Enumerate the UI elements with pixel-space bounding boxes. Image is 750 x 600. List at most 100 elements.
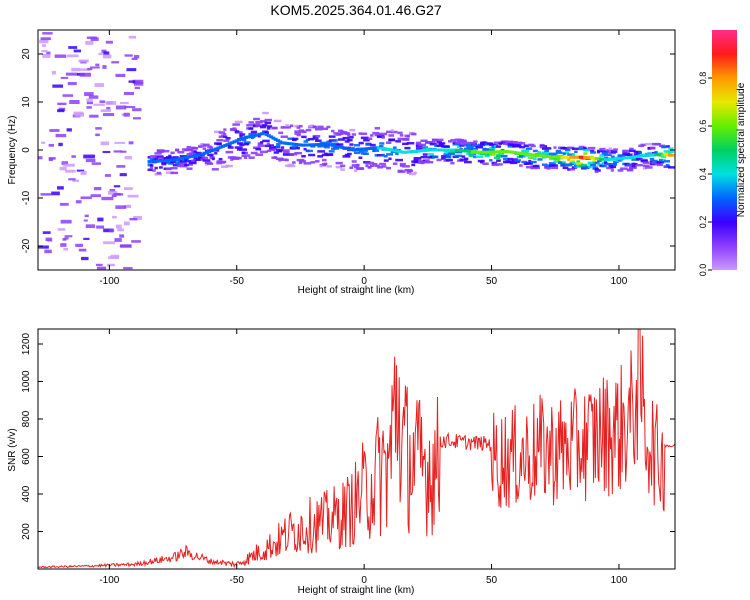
spectrogram-core-cell (257, 132, 262, 136)
spectrogram-cell (668, 166, 675, 169)
spectrogram-cell (303, 130, 307, 133)
spectrogram-core-cell (583, 155, 588, 159)
spectrogram-core-cell (571, 155, 576, 159)
spectrogram-cell (273, 119, 282, 123)
spectrogram-cell (165, 171, 174, 174)
spectrogram-cell (507, 157, 513, 161)
spectrogram-core-cell (574, 155, 579, 159)
spectrogram-cell (257, 124, 265, 127)
spectrogram-cell (147, 156, 151, 159)
spectrogram-core-cell (370, 146, 375, 150)
spectrogram-cell (379, 162, 386, 166)
spectrogram-cell (314, 160, 320, 163)
spectrogram-core-cell (599, 157, 604, 161)
spectrogram-cell (241, 154, 245, 158)
spectrogram-cell (454, 154, 463, 158)
spectrogram-core-cell (509, 150, 514, 154)
spectrogram-cell (622, 149, 630, 153)
colorbar-tick-label: 0.4 (698, 168, 708, 181)
spectrogram-cell (441, 157, 446, 160)
spectrogram-core-cell (296, 143, 301, 147)
spectrogram-core-cell (239, 137, 244, 141)
spectrogram-noise-cell (81, 256, 89, 261)
spectrogram-cell (282, 153, 288, 156)
spectrogram-cell (464, 160, 472, 164)
spectrogram-cell (363, 138, 370, 142)
spectrogram-cell (200, 142, 204, 146)
spectrogram-cell (546, 167, 551, 170)
spectrogram-cell (408, 172, 416, 176)
spectrogram-core-cell (253, 133, 258, 137)
spectrogram-cell (626, 163, 631, 166)
spectrogram-cell (415, 141, 422, 145)
spectrogram-core-cell (372, 146, 377, 150)
spectrogram-cell (592, 161, 597, 165)
snr-series-line (38, 329, 675, 569)
spectrogram-core-cell (156, 159, 161, 163)
spectrogram-noise-cell (41, 44, 46, 47)
spectrogram-cell (603, 153, 612, 157)
spectrogram-cell (562, 152, 566, 156)
spectrogram-cell (303, 140, 309, 143)
spectrogram-cell (216, 142, 222, 146)
spectrogram-core-cell (486, 150, 491, 154)
spectrogram-cell (553, 146, 557, 149)
spectrogram-cell (548, 152, 557, 156)
spectrogram-cell (489, 159, 493, 162)
spectrogram-noise-cell (69, 99, 80, 104)
spectrogram-noise-cell (102, 150, 111, 154)
spectrogram-cell (232, 127, 237, 130)
spectrogram-cell (198, 156, 206, 159)
spectrogram-cell (170, 160, 177, 164)
spectrogram-noise-cell (83, 154, 95, 159)
spectrogram-noise-cell (123, 221, 130, 226)
spectrogram-cell (447, 152, 455, 156)
spectrogram-cell (668, 147, 674, 150)
spectrogram-core-cell (601, 157, 606, 161)
spectrogram-cell (541, 147, 548, 150)
spectrogram-cell (606, 166, 614, 170)
spectrogram-cell (466, 143, 473, 147)
spectrogram-core-cell (548, 155, 553, 159)
spectrogram-cell (654, 160, 659, 164)
colorbar-strip (712, 30, 737, 270)
spectrogram-noise-cell (128, 141, 134, 145)
snr-xtick-label: 0 (361, 575, 367, 586)
spectrogram-core-cell (576, 155, 581, 159)
spectrogram-cell (473, 149, 477, 152)
spectrogram-noise-cell (85, 40, 94, 45)
spectrogram-cell (367, 137, 373, 140)
spectrogram-cell (264, 131, 269, 134)
spectrogram-noise-cell (58, 142, 63, 147)
spectrogram-core-cell (661, 153, 666, 157)
spectrogram-cell (246, 124, 254, 127)
spectrogram-cell (170, 171, 179, 175)
spectrogram-noise-cell (75, 243, 83, 247)
spectrogram-cell (473, 140, 478, 143)
spectrogram-cell (220, 134, 225, 137)
spectrogram-noise-cell (65, 169, 76, 173)
spectrogram-noise-cell (80, 170, 87, 175)
spectrogram-noise-cell (103, 51, 110, 55)
spectrogram-cell (493, 162, 498, 166)
spectrogram-core-cell (379, 146, 384, 150)
spectrogram-noise-cell (84, 214, 89, 218)
spectrogram-noise-cell (63, 247, 69, 251)
spectrogram-cell (388, 134, 395, 137)
spectrogram-cell (312, 135, 318, 138)
spectrogram-cell (422, 153, 428, 156)
spectrogram-cell (370, 164, 375, 168)
spectrogram-core-cell (514, 151, 519, 155)
spectrogram-ytick-label: 0 (21, 147, 32, 153)
spectrogram-cell (234, 146, 243, 149)
spectrogram-cell (236, 156, 242, 160)
spectrogram-noise-cell (48, 143, 54, 147)
spectrogram-cell (328, 150, 335, 153)
spectrogram-cell (392, 146, 397, 149)
spectrogram-cell (386, 153, 394, 156)
spectrogram-cell (551, 164, 558, 167)
spectrogram-core-cell (204, 150, 209, 154)
spectrogram-cell (395, 152, 399, 156)
spectrogram-cell (521, 149, 526, 152)
spectrogram-cell (649, 162, 656, 166)
